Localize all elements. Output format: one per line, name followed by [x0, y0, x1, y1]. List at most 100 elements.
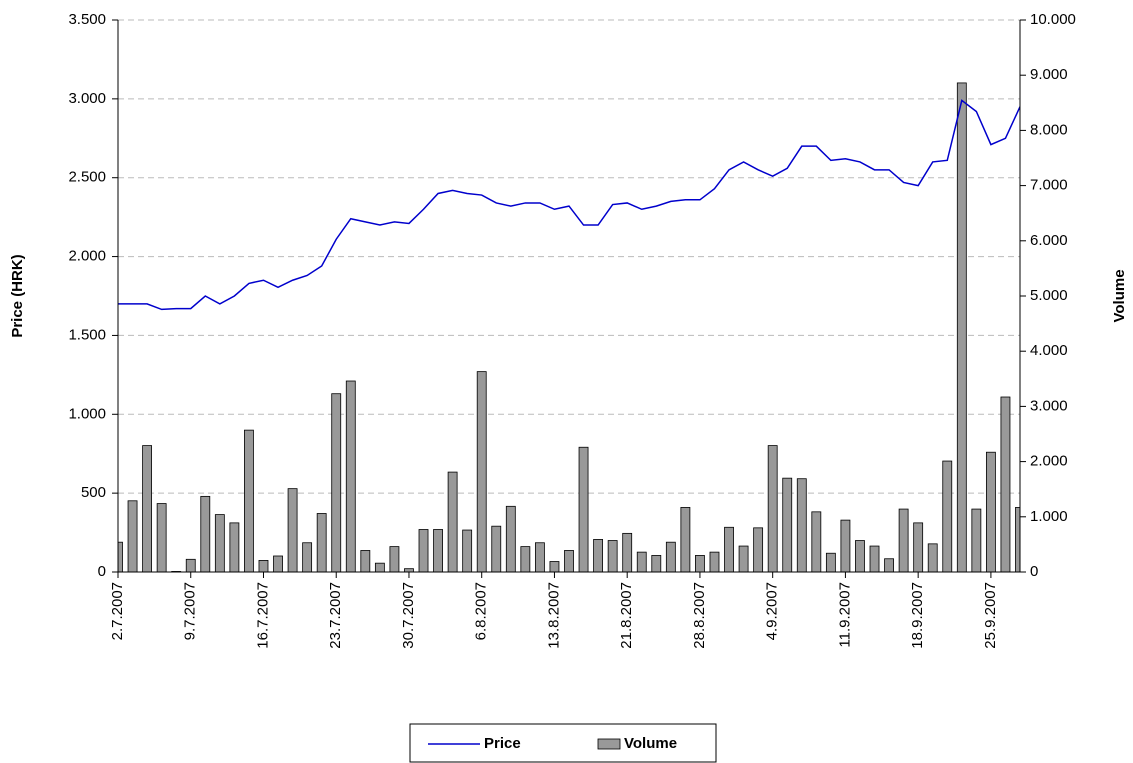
y-tick-label: 2.000 — [68, 248, 106, 265]
bar — [491, 525, 502, 572]
bar — [709, 551, 720, 572]
bar — [695, 555, 705, 572]
bar — [636, 551, 647, 572]
bar — [927, 543, 938, 572]
bar — [767, 445, 778, 572]
axes: 0 500 1.000 1.500 2.000 2.500 3.000 3.500 0 1.000… — [68, 11, 1075, 649]
y-tick-label: 1.000 — [68, 405, 106, 422]
y2-tick-label: 8.000 — [1030, 121, 1068, 138]
x-tick-label: 13.8.2007 — [545, 582, 562, 649]
x-tick-label: 25.9.2007 — [982, 582, 999, 649]
price-line — [118, 99, 1020, 311]
legend-box — [409, 723, 717, 763]
bar — [971, 508, 982, 572]
bar — [331, 393, 342, 572]
bar — [258, 560, 269, 572]
x-tick-label: 9.7.2007 — [182, 582, 199, 640]
y2-tick-label: 7.000 — [1030, 177, 1068, 194]
bar — [505, 505, 516, 572]
x-tick-label: 4.9.2007 — [764, 582, 781, 640]
legend-label: Price — [484, 735, 521, 752]
y2-tick-label: 9.000 — [1030, 66, 1068, 83]
bar — [200, 495, 211, 572]
bar — [345, 380, 356, 572]
y-tick-label: 500 — [81, 484, 106, 501]
bar — [985, 451, 996, 572]
y-tick-label: 3.500 — [68, 11, 106, 28]
bar — [956, 82, 967, 572]
bar — [549, 561, 560, 572]
bar — [869, 545, 880, 572]
bar — [607, 540, 618, 572]
bar — [273, 555, 283, 572]
y2-axis-title: Volume — [1111, 269, 1128, 322]
bar — [651, 555, 662, 572]
y2-tick-label: 1.000 — [1030, 508, 1068, 525]
x-tick-label: 18.9.2007 — [909, 582, 926, 649]
bar — [447, 471, 458, 572]
bar — [884, 558, 894, 572]
lines — [118, 99, 1020, 311]
bar — [214, 514, 225, 572]
bar — [753, 527, 764, 572]
bar — [127, 500, 138, 572]
bar — [302, 542, 313, 572]
bar — [796, 478, 807, 572]
bar — [1000, 396, 1011, 572]
legend: Price Volume — [428, 735, 677, 752]
y-tick-label: 1.500 — [68, 326, 106, 343]
bar — [898, 508, 909, 572]
bar — [855, 540, 865, 572]
bar — [462, 529, 473, 572]
y-tick-label: 0 — [98, 563, 106, 580]
x-tick-label: 16.7.2007 — [254, 582, 271, 649]
bar — [360, 550, 371, 572]
y-tick-label: 3.000 — [68, 90, 106, 107]
bars — [118, 82, 1020, 572]
bar — [825, 552, 836, 572]
bar — [185, 558, 196, 572]
legend-label: Volume — [624, 735, 677, 752]
bar — [374, 562, 385, 572]
bar — [738, 545, 749, 572]
bar — [534, 542, 545, 572]
x-tick-label: 28.8.2007 — [691, 582, 708, 649]
x-tick-label: 30.7.2007 — [400, 582, 417, 649]
y2-tick-label: 0 — [1030, 563, 1038, 580]
x-tick-label: 23.7.2007 — [327, 582, 344, 649]
bar — [316, 513, 327, 572]
y2-tick-label: 5.000 — [1030, 287, 1068, 304]
bar — [389, 546, 400, 572]
bar — [476, 371, 487, 572]
y2-tick-label: 4.000 — [1030, 342, 1068, 359]
x-tick-label: 11.9.2007 — [836, 582, 853, 648]
bar — [564, 550, 574, 572]
bar — [142, 445, 153, 572]
y-tick-label: 2.500 — [68, 169, 106, 186]
bar — [665, 541, 676, 572]
y2-tick-label: 3.000 — [1030, 397, 1068, 414]
x-tick-label: 2.7.2007 — [109, 582, 126, 640]
bar — [680, 507, 691, 572]
bar — [724, 526, 734, 572]
bar — [811, 511, 822, 572]
bar — [840, 519, 851, 572]
y-axis-title: Price (HRK) — [9, 254, 26, 337]
bar — [118, 541, 123, 572]
y2-tick-label: 10.000 — [1030, 11, 1076, 28]
bar — [913, 522, 924, 572]
bar — [156, 503, 167, 572]
bar — [418, 529, 429, 572]
x-tick-label: 6.8.2007 — [473, 582, 490, 640]
legend-swatch — [597, 738, 621, 750]
bar — [287, 488, 298, 572]
bar — [942, 460, 953, 572]
bar — [782, 477, 793, 572]
bar — [433, 529, 443, 572]
bar — [229, 522, 240, 572]
x-tick-label: 21.8.2007 — [618, 582, 635, 649]
bar — [520, 546, 531, 572]
bar — [578, 446, 589, 572]
